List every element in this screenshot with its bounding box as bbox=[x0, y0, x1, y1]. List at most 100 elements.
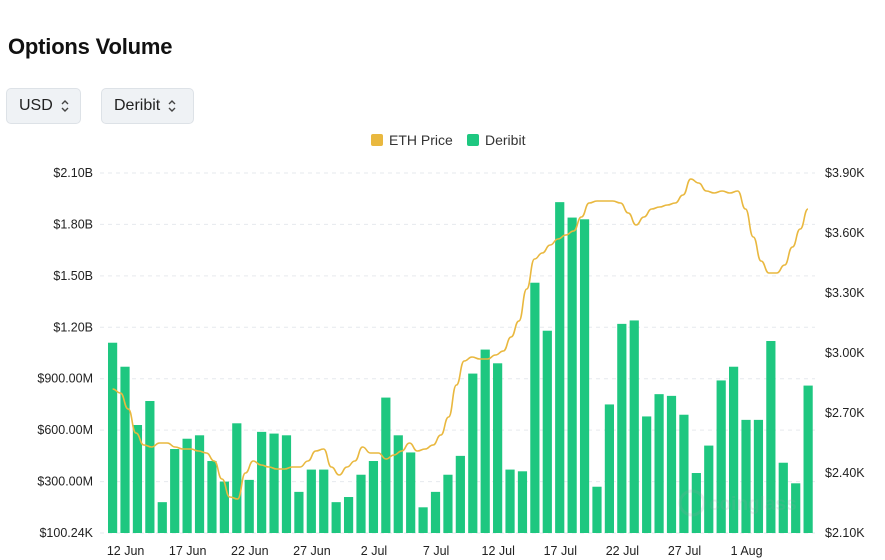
bar bbox=[281, 435, 292, 533]
bar bbox=[567, 217, 577, 534]
y-left-tick-label: $300.00M bbox=[37, 475, 93, 489]
y-left-tick-label: $100.24K bbox=[39, 526, 93, 540]
line-series-eth-price bbox=[112, 178, 809, 500]
bar bbox=[306, 469, 316, 533]
y-left-tick-label: $2.10B bbox=[53, 166, 93, 180]
legend-item-eth-price[interactable]: ETH Price bbox=[371, 132, 453, 148]
x-tick-label: 22 Jul bbox=[606, 544, 639, 558]
x-tick-label: 7 Jul bbox=[423, 544, 449, 558]
bar bbox=[443, 474, 453, 533]
bar bbox=[257, 431, 267, 533]
coinglass-logo: coinglass bbox=[678, 489, 797, 517]
bar bbox=[642, 416, 652, 533]
bar bbox=[269, 433, 279, 533]
y-right-tick-label: $2.70K bbox=[825, 406, 865, 420]
bar bbox=[716, 380, 726, 533]
bar bbox=[691, 473, 701, 533]
bar bbox=[555, 202, 565, 534]
bar bbox=[120, 366, 130, 533]
bar bbox=[145, 401, 155, 533]
bar bbox=[542, 330, 552, 533]
y-left-tick-label: $900.00M bbox=[37, 372, 93, 386]
y-left-tick-label: $1.20B bbox=[53, 320, 93, 334]
bar bbox=[207, 461, 217, 533]
bar bbox=[704, 445, 714, 533]
bar bbox=[232, 423, 242, 533]
bar-series-deribit bbox=[108, 202, 813, 534]
bar bbox=[791, 483, 801, 533]
bar bbox=[393, 435, 403, 533]
legend: ETH Price Deribit bbox=[371, 132, 526, 148]
chevron-up-down-icon bbox=[168, 100, 176, 112]
bar bbox=[244, 479, 254, 533]
bar bbox=[455, 455, 465, 533]
legend-swatch bbox=[467, 134, 479, 146]
currency-select-value: USD bbox=[19, 97, 53, 114]
bar bbox=[604, 404, 614, 533]
bar bbox=[319, 469, 329, 533]
bar bbox=[108, 342, 118, 533]
chevron-up-down-icon bbox=[61, 100, 69, 112]
bar bbox=[480, 349, 490, 533]
bar bbox=[356, 474, 366, 533]
bar bbox=[753, 419, 764, 533]
y-right-tick-label: $2.10K bbox=[825, 526, 865, 540]
y-left-tick-label: $1.80B bbox=[53, 217, 93, 231]
x-tick-label: 27 Jul bbox=[668, 544, 701, 558]
bar bbox=[741, 419, 751, 533]
y-left-tick-label: $600.00M bbox=[37, 423, 93, 437]
y-left-tick-label: $1.50B bbox=[53, 269, 93, 283]
x-tick-label: 17 Jun bbox=[169, 544, 207, 558]
bar bbox=[778, 462, 788, 533]
bar bbox=[679, 414, 689, 533]
bar bbox=[157, 502, 167, 533]
x-tick-label: 12 Jul bbox=[482, 544, 515, 558]
y-right-tick-label: $2.40K bbox=[825, 466, 865, 480]
bar bbox=[468, 373, 478, 533]
y-right-tick-label: $3.60K bbox=[825, 226, 865, 240]
x-tick-label: 12 Jun bbox=[107, 544, 145, 558]
bar bbox=[666, 395, 677, 533]
page-title: Options Volume bbox=[8, 34, 173, 59]
x-tick-label: 1 Aug bbox=[731, 544, 763, 558]
x-tick-label: 27 Jun bbox=[293, 544, 331, 558]
exchange-select[interactable]: Deribit bbox=[101, 88, 194, 124]
exchange-select-value: Deribit bbox=[114, 97, 161, 114]
bar bbox=[219, 481, 229, 533]
y-right-tick-label: $3.90K bbox=[825, 166, 865, 180]
bar bbox=[617, 323, 627, 533]
bar bbox=[182, 438, 192, 533]
bar bbox=[406, 452, 416, 533]
bar bbox=[368, 461, 379, 533]
bar bbox=[530, 282, 540, 533]
bar bbox=[381, 397, 391, 533]
bar bbox=[579, 219, 590, 534]
bar bbox=[170, 449, 180, 533]
legend-label: Deribit bbox=[485, 132, 526, 148]
bar bbox=[629, 320, 639, 533]
bar bbox=[592, 486, 602, 533]
legend-item-deribit[interactable]: Deribit bbox=[467, 132, 526, 148]
y-right-tick-label: $3.00K bbox=[825, 346, 865, 360]
bar bbox=[654, 394, 664, 533]
bar bbox=[430, 491, 441, 533]
bar bbox=[294, 491, 304, 533]
bar bbox=[343, 497, 354, 533]
legend-label: ETH Price bbox=[389, 132, 453, 148]
x-tick-label: 2 Jul bbox=[361, 544, 387, 558]
y-right-tick-label: $3.30K bbox=[825, 286, 865, 300]
watermark-text: coinglass bbox=[709, 494, 797, 515]
bar bbox=[766, 341, 776, 533]
x-tick-label: 22 Jun bbox=[231, 544, 269, 558]
x-tick-label: 17 Jul bbox=[544, 544, 577, 558]
currency-select[interactable]: USD bbox=[6, 88, 81, 124]
bar bbox=[505, 469, 515, 533]
bar bbox=[194, 435, 205, 533]
bar bbox=[132, 425, 143, 533]
bar bbox=[418, 507, 428, 533]
watermark-mark bbox=[678, 489, 706, 517]
legend-swatch bbox=[371, 134, 383, 146]
bar bbox=[729, 366, 739, 533]
bar bbox=[493, 363, 503, 533]
